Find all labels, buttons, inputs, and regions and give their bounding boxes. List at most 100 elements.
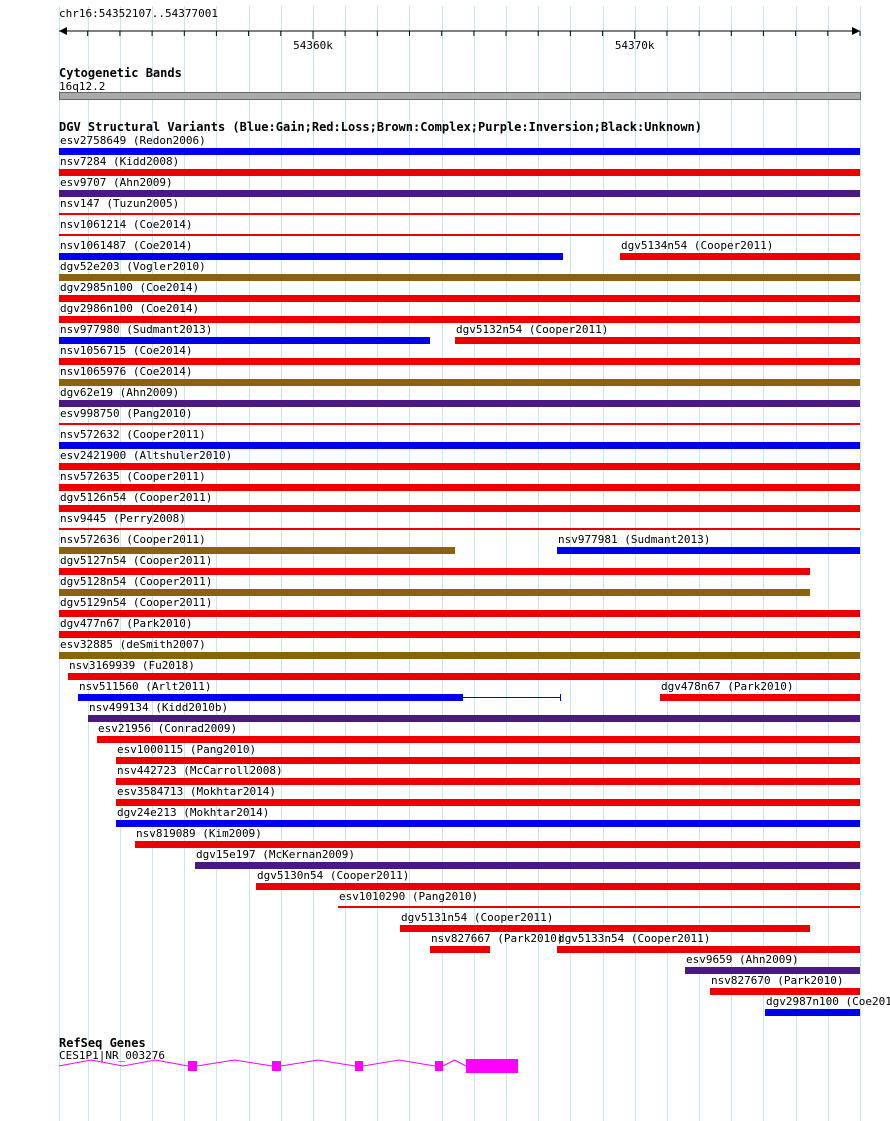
- variant-bar-nsv572635[interactable]: [59, 484, 860, 491]
- gridline: [88, 6, 89, 1121]
- variant-label-nsv827670: nsv827670 (Park2010): [711, 974, 844, 987]
- variant-bar-esv2758649[interactable]: [59, 148, 860, 155]
- variant-label-dgv5132n54: dgv5132n54 (Cooper2011): [456, 323, 609, 336]
- gridline: [120, 6, 121, 1121]
- gridline: [281, 6, 282, 1121]
- variant-bar-dgv477n67[interactable]: [59, 631, 860, 638]
- gridline: [474, 6, 475, 1121]
- region-coordinates: chr16:54352107..54377001: [59, 7, 218, 20]
- coordinate-ruler: 54360k 54370k: [59, 27, 861, 52]
- variant-bar-dgv5133n54[interactable]: [557, 946, 860, 953]
- gene-model[interactable]: [0, 1050, 890, 1090]
- variant-bar-dgv478n67[interactable]: [660, 694, 860, 701]
- cytoband-name: 16q12.2: [59, 80, 106, 93]
- variant-label-nsv572636: nsv572636 (Cooper2011): [60, 533, 206, 546]
- variant-label-nsv1061487: nsv1061487 (Coe2014): [60, 239, 193, 252]
- variant-bar-nsv1056715[interactable]: [59, 358, 860, 365]
- gene-name-label: CES1P1|NR_003276: [59, 1049, 165, 1062]
- variant-bar-nsv1061487[interactable]: [59, 253, 563, 260]
- variant-bar-nsv827667[interactable]: [430, 946, 490, 953]
- variant-label-nsv977981: nsv977981 (Sudmant2013): [558, 533, 711, 546]
- variant-label-nsv147: nsv147 (Tuzun2005): [60, 197, 180, 210]
- variant-bar-esv9659[interactable]: [685, 967, 860, 974]
- variant-bar-dgv5130n54[interactable]: [256, 883, 860, 890]
- variant-bar-esv21956[interactable]: [97, 736, 860, 743]
- variant-bar-dgv2987n100[interactable]: [765, 1009, 860, 1016]
- variant-label-dgv5133n54: dgv5133n54 (Cooper2011): [558, 932, 711, 945]
- variant-bar-dgv24e213[interactable]: [116, 820, 860, 827]
- variant-bar-dgv5131n54[interactable]: [400, 925, 810, 932]
- variant-bar-esv1010290[interactable]: [338, 906, 860, 908]
- variant-label-nsv1061214: nsv1061214 (Coe2014): [60, 218, 193, 231]
- variant-bar-esv3584713[interactable]: [116, 799, 860, 806]
- variant-bar-nsv3169939[interactable]: [68, 673, 860, 680]
- variant-label-nsv3169939: nsv3169939 (Fu2018): [69, 659, 195, 672]
- variant-bar-dgv62e19[interactable]: [59, 400, 860, 407]
- variant-label-esv9659: esv9659 (Ahn2009): [686, 953, 799, 966]
- variant-bar-dgv5132n54[interactable]: [455, 337, 860, 344]
- variant-bar-dgv5126n54[interactable]: [59, 505, 860, 512]
- variant-label-dgv62e19: dgv62e19 (Ahn2009): [60, 386, 180, 399]
- variant-bar-dgv5127n54[interactable]: [59, 568, 810, 575]
- gridline: [763, 6, 764, 1121]
- gridline: [409, 6, 410, 1121]
- variant-bar-nsv572636[interactable]: [59, 547, 455, 554]
- variant-bar-dgv2986n100[interactable]: [59, 316, 860, 323]
- variant-bar-nsv572632[interactable]: [59, 442, 860, 449]
- gridline: [59, 6, 60, 1121]
- gridline: [796, 6, 797, 1121]
- variant-bar-nsv511560[interactable]: [78, 694, 463, 701]
- variant-bar-esv9707[interactable]: [59, 190, 860, 197]
- variant-label-esv998750: esv998750 (Pang2010): [60, 407, 193, 420]
- gene-exon: [188, 1061, 197, 1071]
- gridline: [442, 6, 443, 1121]
- gridline: [603, 6, 604, 1121]
- gridline: [249, 6, 250, 1121]
- gridline: [731, 6, 732, 1121]
- variant-label-dgv5129n54: dgv5129n54 (Cooper2011): [60, 596, 213, 609]
- variant-bar-dgv52e203[interactable]: [59, 274, 860, 281]
- variant-bar-nsv499134[interactable]: [88, 715, 860, 722]
- variant-bar-dgv5129n54[interactable]: [59, 610, 860, 617]
- variant-label-dgv52e203: dgv52e203 (Vogler2010): [60, 260, 206, 273]
- variant-bar-nsv819089[interactable]: [135, 841, 860, 848]
- variant-label-nsv1065976: nsv1065976 (Coe2014): [60, 365, 193, 378]
- gridline: [635, 6, 636, 1121]
- variant-bar-nsv442723[interactable]: [116, 778, 860, 785]
- variant-label-dgv477n67: dgv477n67 (Park2010): [60, 617, 193, 630]
- gridline: [570, 6, 571, 1121]
- gridline: [538, 6, 539, 1121]
- gridline: [184, 6, 185, 1121]
- variant-bar-dgv15e197[interactable]: [195, 862, 860, 869]
- gridline: [667, 6, 668, 1121]
- refseq-section-title: RefSeq Genes: [59, 1036, 146, 1050]
- variant-label-esv1010290: esv1010290 (Pang2010): [339, 890, 479, 903]
- variant-bar-nsv9445[interactable]: [59, 528, 860, 530]
- cytoband-section-title: Cytogenetic Bands: [59, 66, 182, 80]
- gene-exon: [435, 1061, 443, 1071]
- variant-label-dgv24e213: dgv24e213 (Mokhtar2014): [117, 806, 270, 819]
- variant-label-dgv2985n100: dgv2985n100 (Coe2014): [60, 281, 200, 294]
- variant-bar-dgv5134n54[interactable]: [620, 253, 860, 260]
- variant-bar-nsv827670[interactable]: [710, 988, 860, 995]
- variant-label-nsv827667: nsv827667 (Park2010): [431, 932, 564, 945]
- variant-bar-nsv1061214[interactable]: [59, 234, 860, 236]
- variant-bar-nsv1065976[interactable]: [59, 379, 860, 386]
- gene-exon: [355, 1061, 363, 1071]
- ruler-right-arrow: [852, 27, 860, 35]
- variant-bar-nsv147[interactable]: [59, 213, 860, 215]
- variant-bar-esv1000115[interactable]: [116, 757, 860, 764]
- ruler-label: 54360k: [293, 39, 333, 52]
- gridline: [345, 6, 346, 1121]
- variant-label-dgv5131n54: dgv5131n54 (Cooper2011): [401, 911, 554, 924]
- variant-bar-dgv5128n54[interactable]: [59, 589, 810, 596]
- variant-bar-nsv977981[interactable]: [557, 547, 860, 554]
- variant-bar-nsv977980[interactable]: [59, 337, 430, 344]
- variant-bar-dgv2985n100[interactable]: [59, 295, 860, 302]
- variant-bar-esv2421900[interactable]: [59, 463, 860, 470]
- variant-bar-esv32885[interactable]: [59, 652, 860, 659]
- variant-bar-nsv7284[interactable]: [59, 169, 860, 176]
- variant-label-esv1000115: esv1000115 (Pang2010): [117, 743, 257, 756]
- variant-bar-esv998750[interactable]: [59, 423, 860, 425]
- variant-label-nsv499134: nsv499134 (Kidd2010b): [89, 701, 229, 714]
